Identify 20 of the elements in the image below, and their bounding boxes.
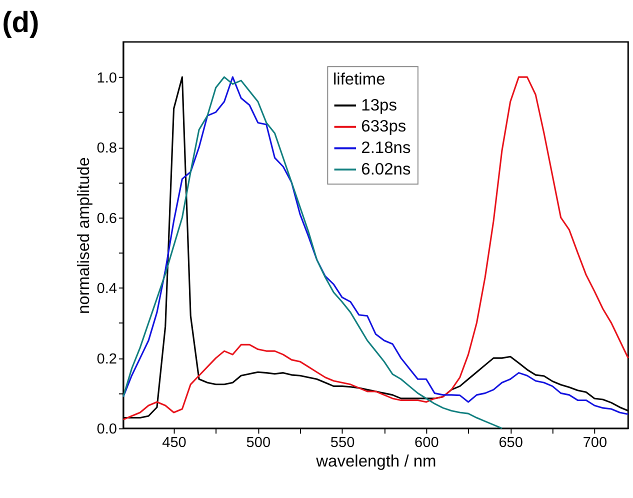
x-tick-label: 550 — [330, 435, 355, 452]
legend-label: 2.18ns — [361, 139, 411, 158]
x-tick-label: 700 — [582, 435, 608, 452]
y-tick-label: 0.6 — [96, 210, 117, 227]
y-tick-label: 0.8 — [96, 140, 117, 157]
y-axis-title: normalised amplitude — [74, 157, 93, 314]
x-tick-label: 650 — [498, 435, 523, 452]
x-tick-label: 600 — [414, 435, 439, 452]
x-tick-label: 500 — [246, 435, 271, 452]
y-tick-label: 0.0 — [96, 422, 117, 438]
x-tick-label: 450 — [162, 435, 186, 452]
chart-title: (d) — [2, 7, 40, 40]
legend-label: 6.02ns — [361, 160, 411, 178]
legend-label: 633ps — [361, 118, 406, 136]
x-axis-title: wavelength / nm — [315, 452, 436, 471]
y-tick-label: 0.2 — [96, 351, 117, 368]
legend-title: lifetime — [333, 70, 386, 89]
legend-label: 13ps — [361, 96, 397, 114]
y-tick-label: 0.4 — [96, 281, 117, 298]
y-tick-label: 1.0 — [96, 70, 117, 86]
